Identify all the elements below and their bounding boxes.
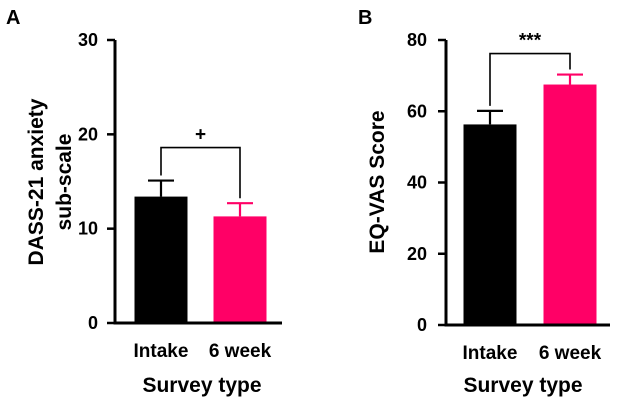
panel-a-y-tick-label-0: 0 [88, 313, 98, 333]
panel-b-y-tick-label-4: 80 [407, 30, 427, 50]
panel-b-y-tick-label-1: 20 [407, 244, 427, 264]
panel-b-y-tick-label-0: 0 [417, 315, 427, 335]
panel-b-error-bar-0 [477, 109, 503, 125]
panel-b-bar-1 [543, 84, 597, 325]
panel-b-y-tick-label-2: 40 [407, 173, 427, 193]
panel-a-significance-label: + [195, 125, 206, 146]
panel-a-error-bar-0 [148, 179, 174, 197]
panel-b-y-tick-label-3: 60 [407, 101, 427, 121]
panel-b-significance-bracket [489, 52, 571, 106]
panel-b-significance-label: *** [519, 31, 542, 52]
panel-a-x-tick-label-0: Intake [134, 341, 189, 362]
panel-b-error-bar-1 [557, 73, 583, 85]
panel-a-bar-1 [213, 216, 267, 323]
panel-a-significance-bracket [160, 146, 241, 199]
panel-a-y-tick-label-3: 30 [78, 30, 98, 50]
panel-b-chart: B EQ-VAS Score Survey type Intake 6 week 0… [358, 7, 610, 397]
panel-a-y-axis-title-line-2: sub-scale [53, 134, 76, 231]
panel-a-bar-0 [134, 196, 188, 323]
panel-b-bar-0 [463, 124, 517, 326]
panel-a-y-tick-label-1: 10 [78, 219, 98, 239]
panel-a-chart: A DASS-21 anxiety sub-scale Survey type … [6, 7, 282, 397]
panel-a-y-tick-label-2: 20 [78, 124, 98, 144]
panel-b-x-axis-title: Survey type [463, 374, 582, 397]
panel-b-letter: B [358, 7, 372, 29]
panel-a-x-axis-title: Survey type [142, 374, 261, 397]
panel-b-y-axis-title: EQ-VAS Score [366, 110, 389, 253]
panel-b-x-tick-label-0: Intake [463, 343, 518, 364]
panel-a-x-tick-label-1: 6 week [209, 341, 272, 362]
panel-a-letter: A [6, 7, 20, 29]
panel-b-x-tick-label-1: 6 week [539, 343, 602, 364]
panel-a-error-bar-1 [227, 202, 253, 217]
panel-a-y-axis-title-line-1: DASS-21 anxiety [25, 98, 48, 265]
